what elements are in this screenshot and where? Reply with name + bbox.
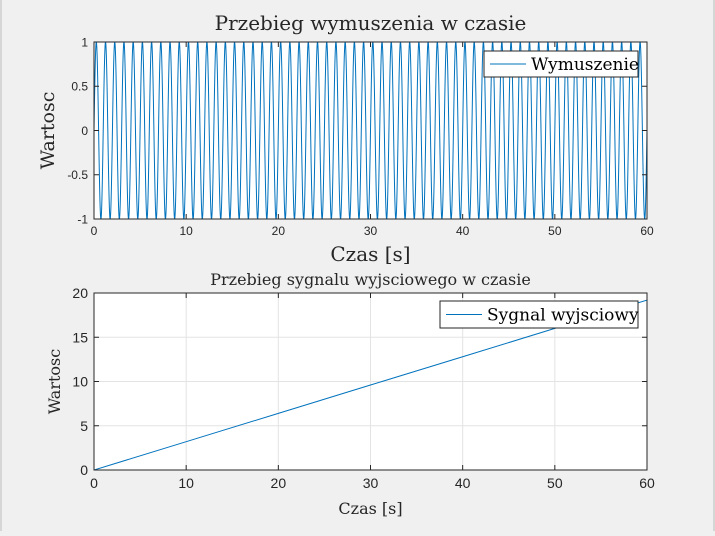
chart-1-y-axis-label: Wartosc: [37, 92, 59, 170]
chart-1-y-tick-label: 0.5: [71, 80, 88, 94]
chart-2-legend-label: Sygnal wyjsciowy: [487, 306, 639, 326]
chart-1-series-line-1: [94, 42, 647, 219]
chart-1-y-tick-label: -1: [77, 212, 88, 226]
chart-1-x-tick-label: 40: [456, 224, 470, 238]
chart-2-x-tick-label: 10: [178, 475, 194, 491]
chart-2-y-axis-label: Wartosc: [45, 349, 64, 415]
chart-1-y-tick-label: 1: [81, 35, 88, 49]
chart-1-x-tick-label: 10: [179, 224, 193, 238]
chart-1-legend-label: Wymuszenie: [531, 55, 639, 75]
window-right-edge: [713, 0, 715, 531]
chart-1-x-tick-label: 30: [364, 224, 378, 238]
window-left-edge: [0, 0, 2, 531]
chart-1-y-tick-label: 0: [81, 124, 88, 138]
chart-2-y-tick-label: 10: [72, 374, 88, 390]
chart-1-x-tick-label: 20: [272, 224, 286, 238]
chart-1-x-axis-label: Czas [s]: [330, 242, 410, 266]
chart-2-y-tick-label: 15: [72, 329, 88, 345]
chart-2-y-tick-label: 20: [72, 285, 88, 301]
chart-2-x-axis-label: Czas [s]: [338, 499, 402, 518]
chart-1-x-tick-label: 50: [548, 224, 562, 238]
chart-1-x-tick-label: 0: [91, 224, 98, 238]
chart-2-y-tick-label: 5: [80, 418, 88, 434]
chart-2-x-tick-label: 30: [363, 475, 379, 491]
chart-2-x-tick-label: 50: [547, 475, 563, 491]
chart-1-x-tick-label: 60: [640, 224, 654, 238]
chart-2-x-tick-label: 40: [455, 475, 471, 491]
chart-2-title: Przebieg sygnalu wyjsciowego w czasie: [210, 270, 531, 289]
chart-1-title: Przebieg wymuszenia w czasie: [215, 11, 527, 35]
chart-2-x-tick-label: 60: [639, 475, 655, 491]
chart-2-x-tick-label: 20: [271, 475, 287, 491]
chart-2-y-tick-label: 0: [80, 462, 88, 478]
chart-1-y-tick-label: -0.5: [67, 168, 88, 182]
chart-2-x-tick-label: 0: [90, 475, 98, 491]
